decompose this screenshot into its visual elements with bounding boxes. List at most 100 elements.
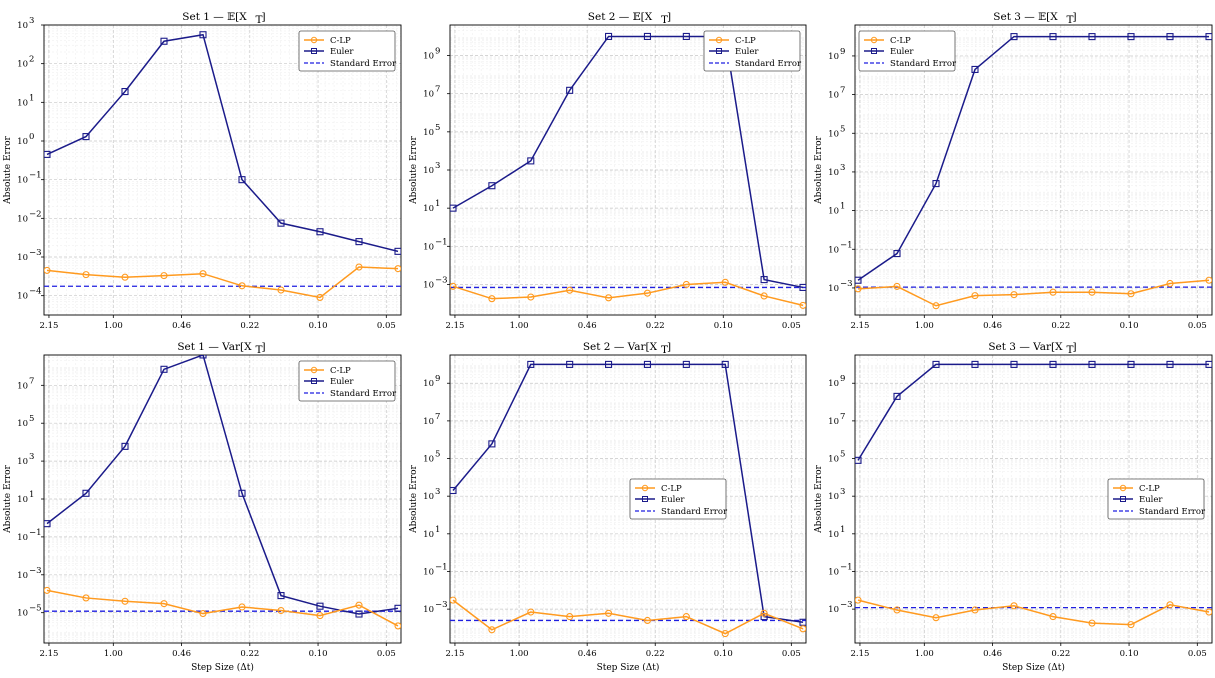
clp-point bbox=[799, 301, 806, 309]
clp-point bbox=[488, 295, 496, 303]
clp-point bbox=[82, 594, 90, 602]
legend-box bbox=[298, 30, 396, 72]
x-tick-label: 1.00 bbox=[510, 321, 529, 331]
y-axis-label: Absolute Error bbox=[3, 464, 13, 533]
euler-point bbox=[643, 32, 651, 40]
clp-point bbox=[121, 597, 129, 605]
clp-point bbox=[121, 273, 129, 281]
y-tick-label-base: 10 bbox=[17, 214, 28, 224]
y-tick-label-exponent: 5 bbox=[840, 450, 845, 460]
clp-point bbox=[605, 294, 613, 302]
euler-point bbox=[238, 176, 246, 184]
y-tick-label-base: 10 bbox=[828, 284, 839, 294]
euler-point bbox=[316, 602, 324, 610]
clp-point bbox=[682, 280, 690, 289]
legend-label: Euler bbox=[735, 47, 759, 57]
euler-point bbox=[605, 32, 613, 40]
x-tick-label: 0.46 bbox=[172, 321, 191, 331]
chart-title-bracket: ] bbox=[1073, 11, 1077, 23]
euler-point bbox=[1088, 33, 1096, 41]
legend-label: C-LP bbox=[661, 484, 682, 494]
clp-point bbox=[1205, 608, 1212, 616]
legend-label: Standard Error bbox=[1139, 507, 1206, 517]
x-tick-label: 2.15 bbox=[850, 649, 869, 659]
y-tick-label-exponent: −3 bbox=[29, 566, 42, 576]
euler-point bbox=[971, 360, 979, 368]
y-tick-label-exponent: 7 bbox=[435, 85, 440, 95]
y-tick-label-exponent: 0 bbox=[29, 132, 34, 142]
x-tick-label: 0.46 bbox=[578, 321, 597, 331]
y-tick-label-base: 10 bbox=[17, 60, 28, 70]
legend-label: Euler bbox=[1139, 495, 1163, 505]
chart-title-subscript: T bbox=[1067, 344, 1074, 356]
clp-point bbox=[160, 272, 168, 280]
clp-point bbox=[566, 613, 574, 621]
euler-point bbox=[855, 276, 862, 284]
y-tick-label-exponent: −1 bbox=[435, 562, 448, 572]
euler-point bbox=[971, 65, 979, 73]
chart-title: Set 2 — Var[X bbox=[583, 341, 658, 353]
clp-point bbox=[1205, 276, 1212, 284]
clp-point bbox=[450, 596, 457, 604]
clp-point bbox=[760, 292, 768, 300]
y-tick-label-base: 10 bbox=[828, 379, 839, 389]
clp-point bbox=[316, 293, 324, 301]
x-tick-label: 1.00 bbox=[915, 649, 934, 659]
y-axis-label: Absolute Error bbox=[409, 464, 419, 533]
y-tick-label-base: 10 bbox=[423, 417, 434, 427]
clp-point bbox=[44, 586, 51, 594]
euler-point bbox=[721, 360, 729, 368]
x-tick-label: 0.10 bbox=[714, 649, 733, 659]
clp-series-line bbox=[46, 589, 399, 627]
y-tick-label-exponent: 3 bbox=[29, 16, 34, 26]
euler-point bbox=[893, 392, 901, 400]
x-tick-label: 0.10 bbox=[714, 321, 733, 331]
euler-point bbox=[1010, 360, 1018, 368]
clp-point bbox=[721, 278, 729, 286]
x-tick-label: 0.10 bbox=[1120, 649, 1139, 659]
clp-point bbox=[1010, 291, 1018, 299]
legend-label: Standard Error bbox=[890, 59, 957, 69]
euler-point bbox=[277, 592, 285, 600]
y-axis-label: Absolute Error bbox=[814, 464, 824, 533]
legend-label: Euler bbox=[330, 377, 354, 387]
y-tick-label-base: 10 bbox=[423, 492, 434, 502]
clp-series-line bbox=[452, 281, 804, 307]
euler-series-line bbox=[452, 363, 804, 624]
y-tick-label-exponent: −4 bbox=[29, 287, 42, 297]
clp-series-line bbox=[857, 599, 1210, 626]
y-tick-label-exponent: −1 bbox=[840, 240, 853, 250]
legend-euler-marker bbox=[642, 496, 648, 502]
euler-point bbox=[1127, 360, 1135, 368]
y-tick-label-base: 10 bbox=[423, 90, 434, 100]
legend-box bbox=[298, 360, 396, 402]
legend-clp-marker bbox=[641, 484, 649, 492]
x-tick-label: 1.00 bbox=[510, 649, 529, 659]
euler-point bbox=[932, 180, 940, 188]
y-tick-label-exponent: 9 bbox=[840, 374, 845, 384]
y-tick-label-exponent: 3 bbox=[840, 487, 845, 497]
x-tick-label: 0.05 bbox=[1188, 321, 1207, 331]
y-tick-label-base: 10 bbox=[423, 166, 434, 176]
y-tick-label-base: 10 bbox=[17, 98, 28, 108]
euler-point bbox=[1010, 33, 1018, 41]
clp-point bbox=[238, 282, 246, 290]
y-axis-label: Absolute Error bbox=[409, 135, 419, 204]
chart-title: Set 3 — Var[X bbox=[988, 341, 1063, 353]
legend-clp-marker bbox=[870, 36, 878, 44]
y-tick-label-exponent: 3 bbox=[29, 452, 34, 462]
y-tick-label-base: 10 bbox=[828, 417, 839, 427]
clp-point bbox=[1127, 290, 1135, 298]
y-tick-label-exponent: 7 bbox=[435, 412, 440, 422]
euler-series-line bbox=[857, 363, 1209, 461]
clp-point bbox=[760, 609, 768, 617]
euler-point bbox=[488, 182, 496, 190]
clp-point bbox=[199, 610, 207, 618]
x-tick-label: 0.05 bbox=[782, 649, 801, 659]
